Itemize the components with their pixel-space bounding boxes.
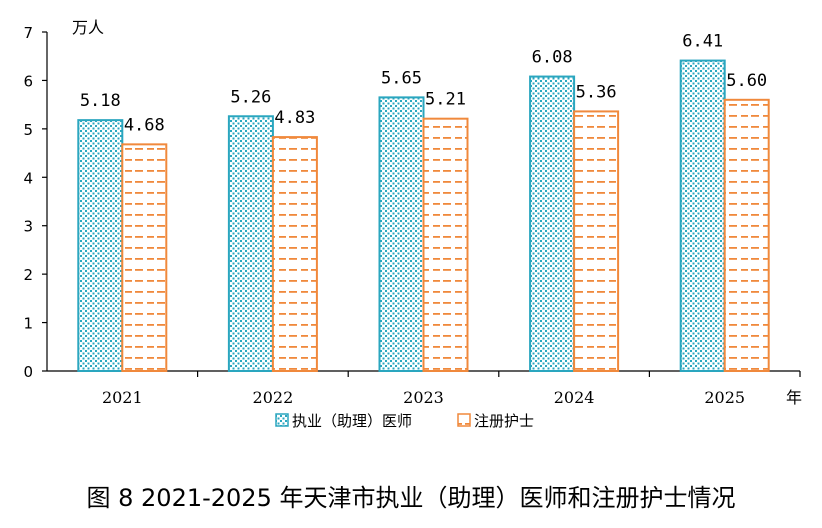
data-label: 6.08 xyxy=(532,48,573,68)
bars xyxy=(77,59,770,373)
bar-nurse xyxy=(422,117,469,372)
bar-doctor xyxy=(77,119,124,372)
bar-nurse xyxy=(121,143,168,372)
data-label: 4.83 xyxy=(274,108,315,128)
data-label: 6.41 xyxy=(682,32,723,52)
data-label: 5.65 xyxy=(381,68,422,88)
data-label: 5.60 xyxy=(726,71,767,91)
bar-doctor xyxy=(679,59,726,373)
x-tick-label: 2023 xyxy=(403,388,444,407)
x-tick-label: 2024 xyxy=(554,388,595,407)
x-axis-unit-label: 年 xyxy=(786,388,802,407)
legend-swatch-nurse xyxy=(457,413,471,427)
data-label: 5.26 xyxy=(230,87,271,107)
data-label: 5.18 xyxy=(80,91,121,111)
y-tick-label: 6 xyxy=(23,72,33,90)
y-tick-label: 2 xyxy=(23,266,33,284)
y-tick-label: 3 xyxy=(23,218,33,236)
bar-doctor xyxy=(227,115,274,372)
axes: 0 1 2 3 4 5 6 7 2021 2022 2023 2024 2025 xyxy=(23,24,801,407)
x-tick-label: 2022 xyxy=(253,388,294,407)
legend-label-nurse: 注册护士 xyxy=(474,412,534,430)
bar-nurse xyxy=(573,110,620,373)
data-label: 5.36 xyxy=(576,82,617,102)
y-tick-label: 4 xyxy=(23,169,33,187)
legend-swatch-doctor xyxy=(275,413,289,427)
figure-caption: 图 8 2021-2025 年天津市执业（助理）医师和注册护士情况 xyxy=(87,484,736,512)
legend-label-doctor: 执业（助理）医师 xyxy=(292,412,412,430)
y-axis-unit-label: 万人 xyxy=(72,18,104,37)
bar-doctor xyxy=(378,96,425,372)
y-tick-label: 1 xyxy=(23,315,33,333)
x-tick-label: 2021 xyxy=(102,388,143,407)
y-tick-label: 5 xyxy=(23,121,33,139)
bar-doctor xyxy=(529,75,576,372)
data-label: 5.21 xyxy=(425,90,466,110)
data-label: 4.68 xyxy=(124,115,165,135)
y-tick-label: 0 xyxy=(23,363,33,381)
bar-nurse xyxy=(723,98,770,373)
x-tick-label: 2025 xyxy=(704,388,745,407)
y-tick-label: 7 xyxy=(23,24,33,42)
legend: 执业（助理）医师 注册护士 xyxy=(275,412,534,430)
bar-nurse xyxy=(271,136,318,372)
data-labels: 5.184.68 5.264.83 5.655.21 6.085.36 6.415.60 xyxy=(80,32,767,136)
